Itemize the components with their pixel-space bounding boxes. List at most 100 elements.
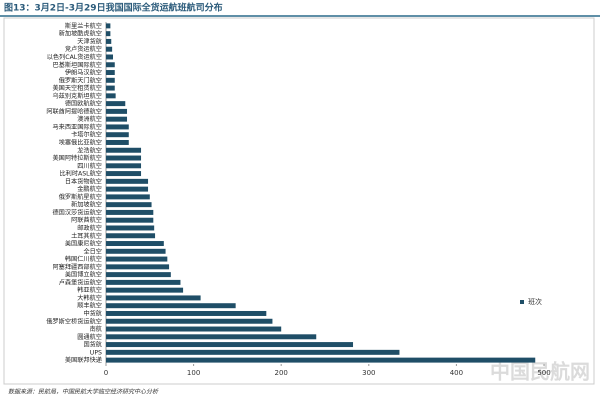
y-tick-label: 阿联酋阿提哈德航空: [46, 107, 102, 115]
bar: [106, 256, 168, 262]
y-tick-label: 美国天空租赁航空: [53, 84, 103, 92]
bar: [106, 23, 111, 29]
y-tick-label: 澳洲航空: [77, 115, 102, 123]
y-tick-label: 邮政航空: [77, 224, 102, 232]
y-tick-label: 美国博立航空: [65, 271, 102, 279]
bar: [106, 186, 149, 192]
bar: [106, 139, 129, 145]
y-tick-label: 龙浩航空: [77, 146, 102, 154]
y-tick-label: 天津货航: [77, 37, 102, 45]
x-tick-label: 100: [187, 369, 200, 377]
bar: [106, 178, 149, 184]
bar: [106, 272, 171, 278]
y-tick-label: 韩国仁川航空: [65, 255, 102, 263]
y-tick-label: 乌兹别克斯坦航空: [53, 92, 103, 100]
y-tick-label: 卡塔尔航空: [71, 131, 102, 139]
y-tick-label: 美国联邦快递: [65, 356, 102, 364]
bar: [106, 54, 114, 60]
bar: [106, 147, 142, 153]
bar: [106, 155, 142, 161]
bar: [106, 77, 115, 83]
x-tick-label: 0: [104, 369, 108, 377]
bar: [106, 202, 152, 208]
bar: [106, 93, 116, 99]
bar: [106, 233, 156, 239]
y-tick-label: 阿塞拜疆西部航空: [53, 263, 103, 271]
y-tick-label: 圆通航空: [77, 333, 102, 341]
bar: [106, 132, 129, 138]
legend-label: 班次: [528, 297, 542, 306]
bar: [106, 357, 536, 363]
y-tick-label: 斯里兰卡航空: [65, 22, 102, 30]
bar: [106, 217, 154, 223]
bar: [106, 318, 273, 324]
bar: [106, 194, 150, 200]
bar: [106, 209, 154, 215]
bar: [106, 241, 164, 247]
y-tick-label: 南航: [90, 325, 102, 333]
bar: [106, 70, 115, 76]
bar: [106, 334, 317, 340]
bar: [106, 225, 155, 231]
y-tick-label: 俄罗斯天门航空: [59, 76, 102, 84]
watermark: 中国民航网: [490, 360, 590, 384]
bar: [106, 342, 354, 348]
bar: [106, 62, 115, 68]
bar: [106, 38, 112, 44]
bar: [106, 310, 267, 316]
y-tick-label: 埃塞俄比亚航空: [59, 138, 102, 146]
y-tick-label: 以色列CAL货运航空: [47, 53, 102, 61]
y-tick-label: 韩亚航空: [77, 286, 102, 294]
y-tick-label: 巴基斯坦国际航空: [53, 61, 103, 69]
bar: [106, 116, 128, 122]
bar: [106, 287, 184, 293]
y-tick-label: 日本货物航空: [65, 177, 102, 185]
y-tick-label: 卢森堡货运航空: [59, 278, 102, 286]
y-tick-label: 比利时ASL航空: [59, 170, 102, 178]
bar: [106, 326, 282, 332]
y-tick-label: 新加坡酷虎航空: [59, 30, 102, 38]
y-tick-label: 新加坡航空: [71, 201, 102, 209]
bar: [106, 85, 115, 91]
x-tick-label: 300: [362, 369, 375, 377]
bar: [106, 349, 400, 355]
chart-title: 图13：3月2日-3月29日我国国际全货运航班航司分布: [4, 2, 223, 14]
bar: [106, 46, 113, 52]
y-tick-label: 国货航: [83, 341, 102, 349]
bar: [106, 279, 181, 285]
bar: [106, 295, 201, 301]
bar: [106, 163, 142, 169]
plot-frame: [3, 17, 595, 385]
bar: [106, 31, 111, 37]
y-tick-label: 马来西亚国际航空: [53, 123, 103, 131]
y-tick-label: 俄罗斯航星航空: [59, 193, 102, 201]
y-tick-label: 土耳其航空: [71, 232, 102, 240]
legend-swatch: [520, 300, 524, 304]
y-tick-label: 中货航: [83, 309, 102, 317]
bar: [106, 248, 166, 254]
y-tick-label: 阿联酋航空: [71, 216, 102, 224]
source-note: 数据来源：民航局，中国民航大学临空经济研究中心分析: [8, 388, 159, 396]
y-tick-label: 竞卢货运航空: [65, 45, 102, 53]
y-tick-label: 德国汉莎货运航空: [53, 208, 103, 216]
y-tick-label: 金鹏航空: [77, 185, 102, 193]
x-tick-label: 400: [450, 369, 463, 377]
y-tick-label: 伊朗马汉航空: [65, 69, 102, 77]
y-tick-label: 顺丰航空: [77, 302, 102, 310]
y-tick-label: 四川航空: [77, 162, 102, 170]
bar: [106, 124, 129, 130]
bar: [106, 171, 142, 177]
y-tick-label: 美国阿特拉斯航空: [53, 154, 103, 162]
y-tick-label: 全日空: [83, 247, 102, 255]
y-tick-label: UPS: [90, 349, 102, 356]
y-tick-label: 俄罗斯空桥货运航空: [46, 317, 102, 325]
x-tick-label: 500: [537, 369, 550, 377]
bar: [106, 264, 170, 270]
bar: [106, 303, 236, 309]
y-tick-label: 大韩航空: [77, 294, 102, 302]
y-tick-label: 美国康尼航空: [65, 240, 102, 248]
x-tick-label: 200: [275, 369, 288, 377]
bar: [106, 101, 126, 107]
y-tick-label: 德国欧航航空: [65, 100, 102, 108]
